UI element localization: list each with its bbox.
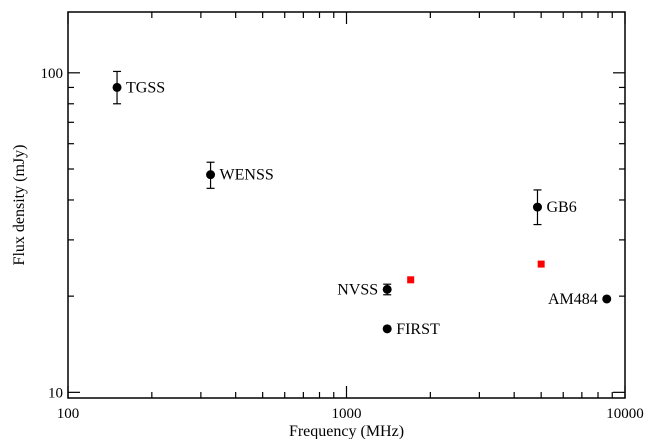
- x-axis-label: Frequency (MHz): [289, 423, 404, 439]
- x-tick-label: 100: [57, 406, 80, 422]
- data-point-square: [537, 260, 545, 268]
- point-label: NVSS: [337, 281, 378, 298]
- point-label: WENSS: [220, 167, 274, 184]
- data-point: [382, 284, 392, 294]
- y-tick-label: 10: [48, 385, 63, 401]
- point-label: GB6: [546, 199, 576, 216]
- x-tick-label: 1000: [332, 406, 362, 422]
- data-point-square: [407, 276, 415, 284]
- y-axis-label: Flux density (mJy): [11, 145, 28, 266]
- data-point: [206, 170, 216, 180]
- point-label: TGSS: [126, 79, 165, 96]
- tick-labels: 100 1000 10000 10 100: [41, 66, 644, 422]
- axis-ticks: [67, 12, 626, 398]
- y-tick-label: 100: [41, 66, 64, 82]
- error-bars: [113, 70, 542, 296]
- x-tick-label: 10000: [606, 406, 644, 422]
- point-label: AM484: [548, 291, 598, 308]
- data-point: [382, 324, 392, 334]
- data-point: [602, 294, 612, 304]
- data-point: [532, 202, 542, 212]
- data-point: [112, 82, 122, 92]
- data-points: [112, 82, 612, 334]
- point-labels: TGSS WENSS NVSS FIRST GB6 AM484: [126, 79, 598, 337]
- point-label: FIRST: [396, 321, 440, 338]
